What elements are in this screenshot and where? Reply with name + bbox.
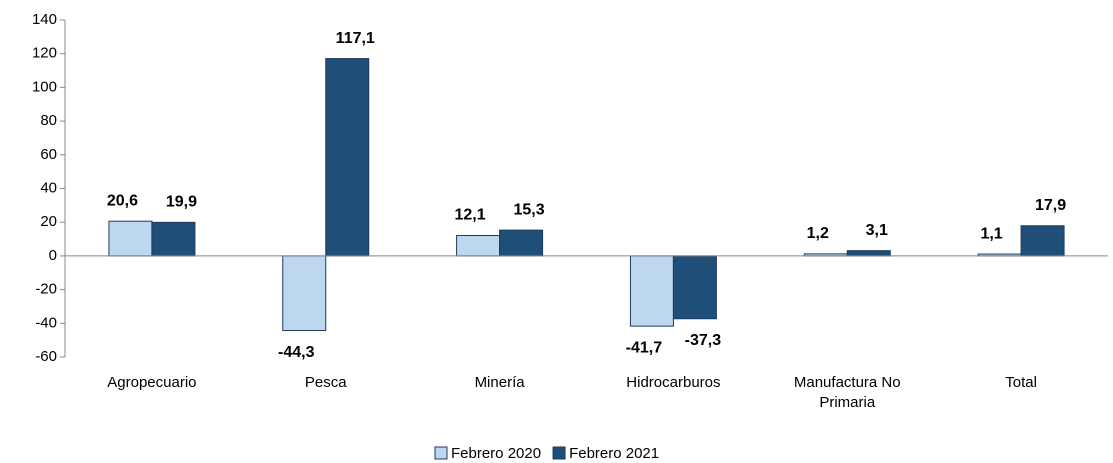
y-tick-label: -60 — [35, 348, 57, 365]
x-tick-label: Total — [1005, 374, 1037, 391]
value-label: -41,7 — [626, 339, 663, 356]
legend-label: Febrero 2021 — [569, 445, 659, 462]
value-label: 12,1 — [455, 207, 486, 224]
bar — [456, 235, 501, 257]
y-tick-label: 40 — [40, 179, 57, 196]
x-tick-label: Pesca — [304, 374, 347, 391]
bar — [1020, 225, 1065, 257]
value-label: 1,1 — [980, 225, 1002, 242]
y-tick-label: 60 — [40, 146, 57, 163]
y-tick-label: 20 — [40, 213, 57, 230]
bar — [282, 255, 327, 332]
bar — [108, 220, 153, 257]
legend-label: Febrero 2020 — [451, 445, 541, 462]
value-label: 17,9 — [1035, 197, 1066, 214]
value-label: 117,1 — [336, 30, 375, 47]
value-label: 15,3 — [514, 201, 545, 218]
value-label: 1,2 — [807, 225, 829, 242]
legend-swatch — [434, 446, 448, 460]
y-tick-label: 120 — [32, 45, 57, 62]
bar — [325, 58, 370, 257]
y-tick-label: 0 — [49, 247, 57, 264]
value-label: 3,1 — [866, 222, 888, 239]
value-label: -44,3 — [278, 344, 315, 361]
y-tick-label: 80 — [40, 112, 57, 129]
x-tick-label: Agropecuario — [107, 374, 197, 391]
y-tick-label: -40 — [35, 314, 57, 331]
value-label: 20,6 — [107, 192, 138, 209]
bar — [846, 250, 891, 257]
legend-swatch — [552, 446, 566, 460]
value-label: 19,9 — [166, 194, 197, 211]
y-tick-label: 140 — [32, 11, 57, 28]
value-label: -37,3 — [685, 332, 722, 349]
x-tick-label: Minería — [474, 374, 525, 391]
bar — [151, 221, 196, 257]
bar — [499, 229, 544, 257]
x-tick-label: Hidrocarburos — [626, 374, 721, 391]
bar — [672, 255, 717, 320]
y-tick-label: 100 — [32, 78, 57, 95]
bar — [629, 255, 674, 327]
y-tick-label: -20 — [35, 281, 57, 298]
x-tick-label: Manufactura No Primaria — [793, 374, 901, 411]
